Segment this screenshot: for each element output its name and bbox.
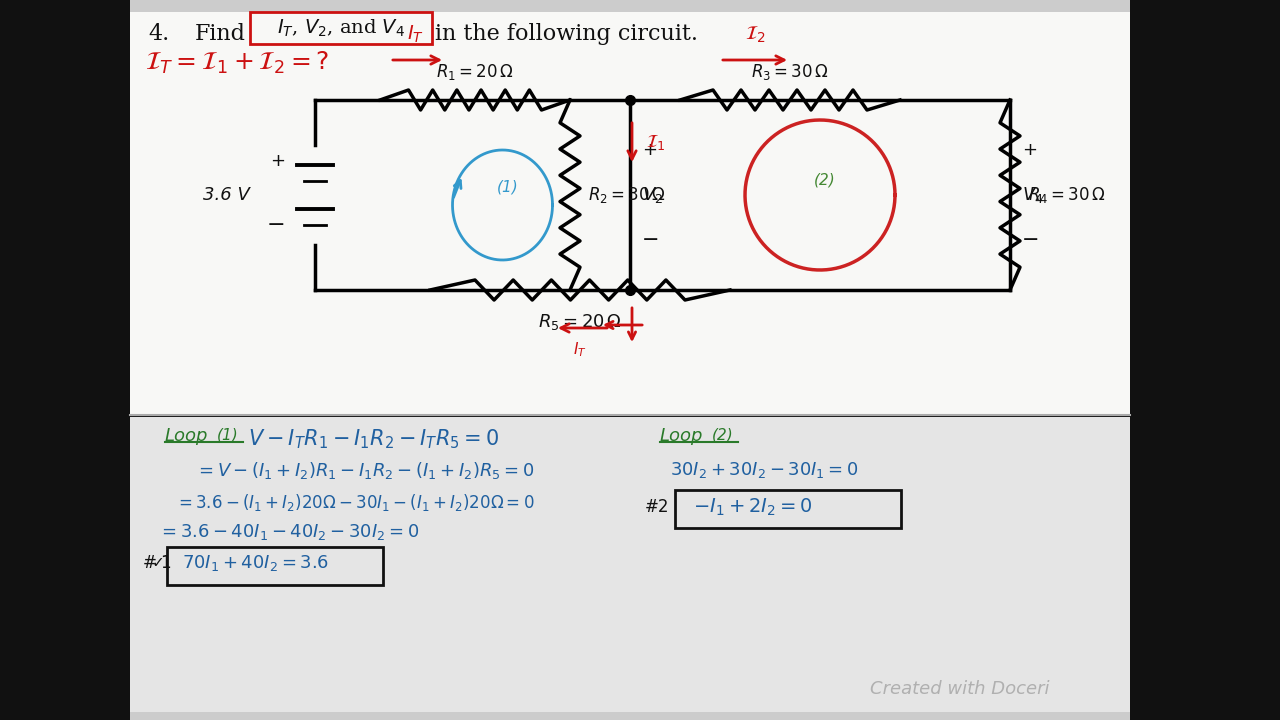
Text: −: − [643, 230, 659, 250]
Text: #2: #2 [645, 498, 669, 516]
Text: $R_4 = 30\,\Omega$: $R_4 = 30\,\Omega$ [1028, 185, 1106, 205]
Bar [0, 0, 131, 720]
Text: 1: 1 [160, 554, 170, 572]
Text: +: + [1021, 141, 1037, 159]
Text: Loop: Loop [165, 427, 209, 445]
Text: (2): (2) [814, 173, 836, 187]
Text: $I_T$: $I_T$ [407, 24, 424, 45]
Text: $30I_2 + 30I_2 - 30I_1 = 0$: $30I_2 + 30I_2 - 30I_1 = 0$ [669, 460, 859, 480]
Text: $= 3.6 - 40I_1 - 40I_2 - 30I_2 = 0$: $= 3.6 - 40I_1 - 40I_2 - 30I_2 = 0$ [157, 522, 420, 542]
Text: (2): (2) [712, 427, 733, 442]
Text: $R_3 = 30\,\Omega$: $R_3 = 30\,\Omega$ [751, 62, 829, 82]
Bar [131, 417, 1130, 715]
Bar [131, 0, 1130, 12]
Text: $\mathcal{I}_1$: $\mathcal{I}_1$ [646, 132, 666, 151]
Text: −: − [1021, 230, 1039, 250]
Text: #: # [143, 554, 157, 572]
Text: ✓: ✓ [152, 556, 165, 570]
Text: $= V - (I_1+I_2)R_1 - I_1 R_2 - (I_1+I_2)R_5 = 0$: $= V - (I_1+I_2)R_1 - I_1 R_2 - (I_1+I_2… [195, 460, 534, 481]
Text: $R_5 = 20\,\Omega$: $R_5 = 20\,\Omega$ [538, 312, 622, 332]
Text: 3.6 V: 3.6 V [204, 186, 250, 204]
Bar [1130, 0, 1280, 720]
Text: (1): (1) [218, 427, 239, 442]
Text: $70I_1 + 40I_2 = 3.6$: $70I_1 + 40I_2 = 3.6$ [182, 553, 329, 573]
Bar [131, 712, 1130, 720]
Text: $\mathcal{I}_T=\mathcal{I}_1+\mathcal{I}_2=?$: $\mathcal{I}_T=\mathcal{I}_1+\mathcal{I}… [145, 50, 329, 76]
Text: $I_T$: $I_T$ [573, 340, 586, 359]
Text: Loop: Loop [660, 427, 704, 445]
Text: $V-I_T R_1 - I_1 R_2 - I_T R_5 = 0$: $V-I_T R_1 - I_1 R_2 - I_T R_5 = 0$ [248, 427, 499, 451]
Text: Find: Find [195, 23, 246, 45]
Text: 4.: 4. [148, 23, 169, 45]
Bar [131, 10, 1130, 415]
Text: $R_1 = 20\,\Omega$: $R_1 = 20\,\Omega$ [436, 62, 515, 82]
Text: in the following circuit.: in the following circuit. [435, 23, 698, 45]
Text: $V_4$: $V_4$ [1021, 185, 1043, 205]
Text: +: + [270, 152, 285, 170]
Text: −: − [266, 215, 285, 235]
Text: (1): (1) [497, 179, 518, 194]
Text: Created with Doceri: Created with Doceri [870, 680, 1050, 698]
Text: $\mathcal{I}_2$: $\mathcal{I}_2$ [745, 24, 765, 45]
Text: $= 3.6 - (I_1+I_2)20\Omega - 30I_1 - (I_1+I_2)20\Omega = 0$: $= 3.6 - (I_1+I_2)20\Omega - 30I_1 - (I_… [175, 492, 535, 513]
Text: $-I_1 + 2I_2 = 0$: $-I_1 + 2I_2 = 0$ [692, 496, 813, 518]
Text: $I_T$, $V_2$, and $V_4$: $I_T$, $V_2$, and $V_4$ [276, 17, 404, 39]
Text: $R_2 = 30\,\Omega$: $R_2 = 30\,\Omega$ [588, 185, 666, 205]
Text: +: + [643, 141, 657, 159]
Text: $V_2$: $V_2$ [643, 185, 663, 205]
